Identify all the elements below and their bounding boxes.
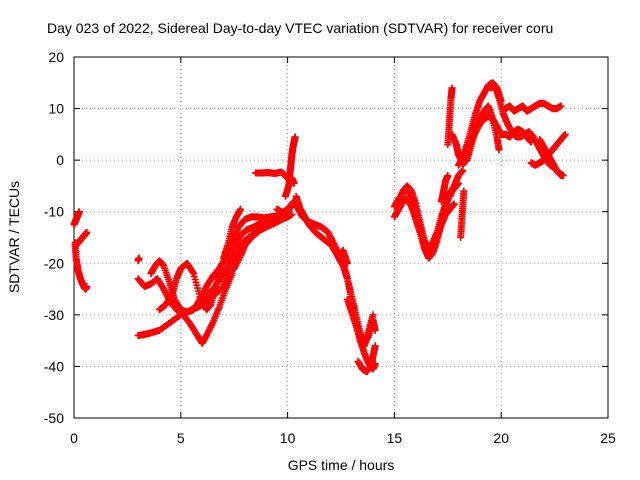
x-axis-label: GPS time / hours xyxy=(288,457,395,473)
x-tick-label: 20 xyxy=(493,430,509,446)
data-point xyxy=(83,228,91,236)
x-tick-label: 15 xyxy=(387,430,403,446)
data-point xyxy=(460,187,468,195)
data-point xyxy=(291,133,299,141)
data-point xyxy=(369,311,377,319)
data-point xyxy=(371,326,379,334)
plot-frame xyxy=(73,56,609,419)
y-tick-label: 0 xyxy=(56,152,64,168)
x-tick-label: 25 xyxy=(600,430,616,446)
x-tick-label: 0 xyxy=(70,430,78,446)
axis-ticks: 0 5 10 15 20 25 -50 -40 -30 -20 -10 0 10 20 xyxy=(44,49,616,446)
data-markers xyxy=(70,79,569,376)
y-tick-label: -20 xyxy=(44,255,64,271)
data-point xyxy=(557,102,565,110)
data-point xyxy=(167,292,175,300)
data-point xyxy=(75,208,83,216)
x-tick-label: 5 xyxy=(177,430,185,446)
data-point xyxy=(561,130,569,138)
data-point xyxy=(189,268,197,276)
y-tick-label: 20 xyxy=(48,49,64,65)
chart-title: Day 023 of 2022, Sidereal Day-to-day VTE… xyxy=(47,20,553,36)
y-tick-label: -10 xyxy=(44,204,64,220)
y-tick-label: 10 xyxy=(48,101,64,117)
y-axis-label: SDTVAR / TECUs xyxy=(6,181,22,293)
data-point xyxy=(371,342,379,350)
data-point xyxy=(135,254,143,262)
data-point xyxy=(450,200,458,208)
data-point xyxy=(444,172,452,180)
y-tick-label: -50 xyxy=(44,410,64,426)
data-point xyxy=(448,84,456,92)
x-tick-label: 10 xyxy=(280,430,296,446)
data-point xyxy=(83,282,91,290)
y-tick-label: -30 xyxy=(44,307,64,323)
data-point xyxy=(237,205,245,213)
data-point xyxy=(557,172,565,180)
y-tick-label: -40 xyxy=(44,358,64,374)
data-point xyxy=(495,146,503,154)
